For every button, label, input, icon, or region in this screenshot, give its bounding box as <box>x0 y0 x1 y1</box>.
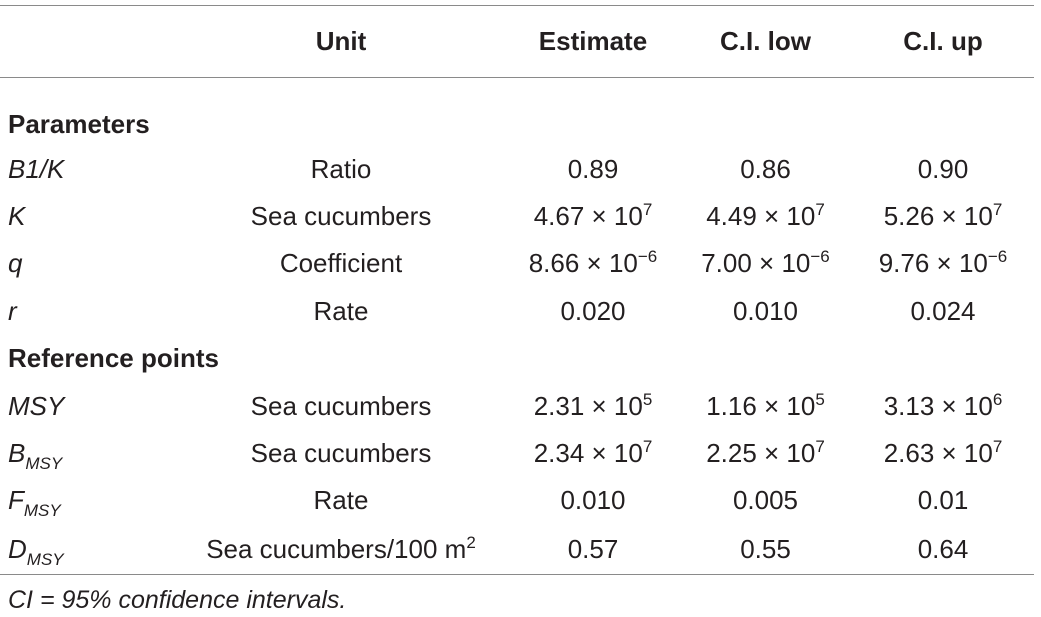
row-ci-low: 1.16 × 105 <box>679 382 852 429</box>
value-exponent: 7 <box>992 437 1003 457</box>
value-mantissa: 3.13 × 10 <box>883 390 993 421</box>
table-header-row: Unit Estimate C.I. low C.I. up <box>0 5 1034 78</box>
row-ci-up: 0.90 <box>917 153 969 184</box>
value-mantissa: 9.76 × 10 <box>878 248 988 279</box>
value-mantissa: 2.25 × 10 <box>706 438 816 469</box>
row-unit: Sea cucumbers <box>250 201 432 232</box>
row-ci-low: 0.010 <box>732 295 799 326</box>
row-unit: Rate <box>313 485 369 516</box>
row-unit: Rate <box>313 295 369 326</box>
row-name: FMSY <box>0 477 175 524</box>
row-name: K <box>8 201 26 232</box>
row-ci-low: 2.25 × 107 <box>679 430 852 477</box>
value-exponent: −6 <box>987 247 1008 267</box>
row-unit: Sea cucumbers <box>250 390 432 421</box>
value-exponent: 7 <box>815 200 825 220</box>
table-footnote: CI = 95% confidence intervals. <box>8 586 347 614</box>
row-estimate: 2.31 × 105 <box>507 382 679 429</box>
header-ci-up: C.I. up <box>903 26 983 56</box>
row-ci-low: 4.49 × 107 <box>679 193 852 240</box>
value-exponent: 7 <box>642 200 653 220</box>
header-ci-low: C.I. low <box>720 26 811 56</box>
row-name: MSY <box>8 390 65 421</box>
row-estimate: 2.34 × 107 <box>507 430 679 477</box>
row-ci-up: 3.13 × 106 <box>852 382 1034 429</box>
table-row-r: r Rate 0.020 0.010 0.024 <box>0 288 1034 335</box>
parameter-table: Unit Estimate C.I. low C.I. up Parameter… <box>0 5 1034 575</box>
row-unit: Ratio <box>310 153 372 184</box>
name-base: F <box>8 485 24 516</box>
row-ci-up: 5.26 × 107 <box>852 193 1034 240</box>
value-mantissa: 4.67 × 10 <box>533 201 643 232</box>
row-ci-low: 7.00 × 10−6 <box>679 240 852 287</box>
table-row-b1k: B1/K Ratio 0.89 0.86 0.90 <box>0 146 1034 193</box>
section-label: Reference points <box>8 343 219 374</box>
value-mantissa: 4.49 × 10 <box>706 201 816 232</box>
value-mantissa: 7.00 × 10 <box>701 248 811 279</box>
value-exponent: 5 <box>642 389 653 409</box>
unit-base: Sea cucumbers/100 m <box>206 533 467 564</box>
row-name: B1/K <box>8 153 65 184</box>
section-label: Parameters <box>8 108 150 139</box>
row-estimate: 8.66 × 10−6 <box>507 240 679 287</box>
table-row-k: K Sea cucumbers 4.67 × 107 4.49 × 107 5.… <box>0 193 1034 240</box>
row-ci-low: 0.005 <box>732 485 799 516</box>
name-subscript: MSY <box>23 501 61 521</box>
row-unit: Sea cucumbers <box>250 438 432 469</box>
row-name: DMSY <box>0 525 175 575</box>
name-base: D <box>8 533 27 564</box>
table-row-fmsy: FMSY Rate 0.010 0.005 0.01 <box>0 477 1034 524</box>
value-exponent: 7 <box>992 200 1003 220</box>
row-name: q <box>8 248 23 279</box>
row-unit: Sea cucumbers/100 m2 <box>175 525 507 575</box>
header-blank <box>0 6 175 78</box>
row-estimate: 0.020 <box>560 295 626 326</box>
row-name: BMSY <box>0 430 175 477</box>
row-ci-low: 0.86 <box>740 153 791 184</box>
row-name: r <box>8 295 17 326</box>
row-unit: Coefficient <box>279 248 403 279</box>
value-mantissa: 8.66 × 10 <box>528 248 638 279</box>
row-ci-up: 0.024 <box>910 295 976 326</box>
value-exponent: −6 <box>810 247 830 267</box>
value-exponent: 5 <box>815 389 825 409</box>
value-exponent: 6 <box>992 389 1003 409</box>
value-exponent: −6 <box>637 247 658 267</box>
row-estimate: 4.67 × 107 <box>507 193 679 240</box>
row-ci-up: 9.76 × 10−6 <box>852 240 1034 287</box>
value-mantissa: 1.16 × 10 <box>706 390 816 421</box>
value-exponent: 7 <box>815 437 825 457</box>
row-ci-up: 0.64 <box>917 533 969 564</box>
value-mantissa: 2.63 × 10 <box>883 438 993 469</box>
table-row-msy: MSY Sea cucumbers 2.31 × 105 1.16 × 105 … <box>0 382 1034 429</box>
section-row-parameters: Parameters <box>0 78 1034 146</box>
name-base: B <box>8 438 26 469</box>
section-row-reference-points: Reference points <box>0 335 1034 382</box>
row-ci-up: 2.63 × 107 <box>852 430 1034 477</box>
table-row-dmsy: DMSY Sea cucumbers/100 m2 0.57 0.55 0.64 <box>0 525 1034 575</box>
row-ci-low: 0.55 <box>740 533 791 564</box>
header-estimate: Estimate <box>538 26 648 56</box>
name-subscript: MSY <box>25 454 63 474</box>
table-row-q: q Coefficient 8.66 × 10−6 7.00 × 10−6 9.… <box>0 240 1034 287</box>
row-estimate: 0.89 <box>567 153 619 184</box>
value-exponent: 7 <box>642 437 653 457</box>
row-ci-up: 0.01 <box>917 485 969 516</box>
unit-exponent: 2 <box>466 532 476 552</box>
header-unit: Unit <box>315 26 367 56</box>
name-subscript: MSY <box>26 549 64 569</box>
value-mantissa: 2.31 × 10 <box>533 390 643 421</box>
value-mantissa: 5.26 × 10 <box>883 201 993 232</box>
row-estimate: 0.57 <box>567 533 619 564</box>
row-estimate: 0.010 <box>560 485 626 516</box>
value-mantissa: 2.34 × 10 <box>533 438 643 469</box>
table-row-bmsy: BMSY Sea cucumbers 2.34 × 107 2.25 × 107… <box>0 430 1034 477</box>
